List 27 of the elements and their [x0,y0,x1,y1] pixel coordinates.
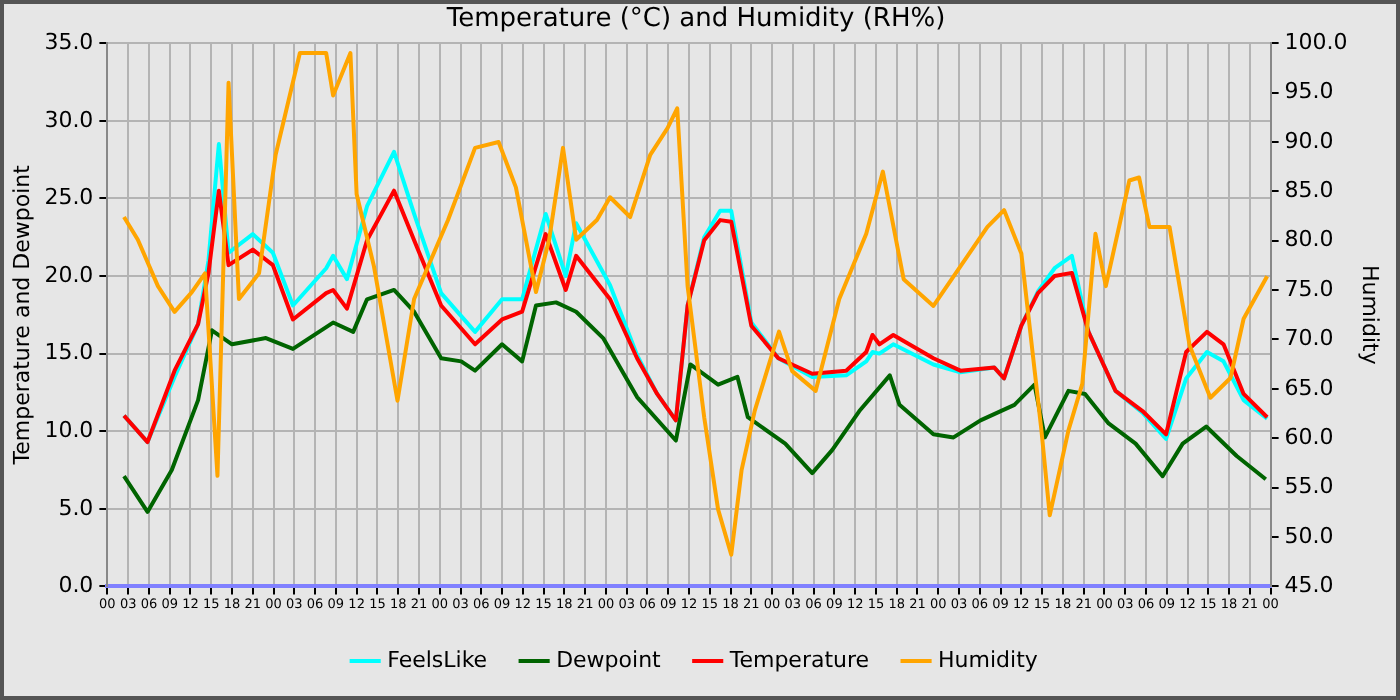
y-tick-label: 25.0 [44,184,94,211]
y2-tick-label: 75.0 [1284,275,1334,302]
legend-label: Dewpoint [556,646,663,673]
y2-tick-label: 90.0 [1284,127,1334,154]
y-tick-label: 20.0 [44,261,94,288]
legend-label: Temperature [727,646,870,673]
y2-tick-label: 85.0 [1284,177,1334,204]
y-tick-label: 0.0 [58,572,94,599]
y-tick-label: 15.0 [44,339,94,366]
y2-axis-title: Humidity [1357,264,1384,366]
y2-tick-label: 50.0 [1284,522,1334,549]
chart-title: Temperature (°C) and Humidity (RH%) [444,4,946,35]
y-tick-label: 10.0 [44,416,94,443]
y2-tick-label: 100.0 [1284,28,1348,55]
y2-tick-label: 95.0 [1284,78,1334,105]
y-tick-label: 5.0 [58,494,94,521]
y2-tick-label: 80.0 [1284,226,1334,253]
y2-tick-label: 55.0 [1284,473,1334,500]
legend-label: Humidity [938,646,1039,673]
y2-tick-label: 70.0 [1284,325,1334,352]
y-tick-label: 30.0 [44,106,94,133]
y-axis-title: Temperature and Dewpoint [8,163,35,467]
y-tick-label: 35.0 [44,28,94,55]
y2-tick-label: 60.0 [1284,423,1334,450]
y2-tick-label: 65.0 [1284,374,1334,401]
legend-label: FeelsLike [387,646,488,673]
y2-tick-label: 45.0 [1284,572,1334,599]
